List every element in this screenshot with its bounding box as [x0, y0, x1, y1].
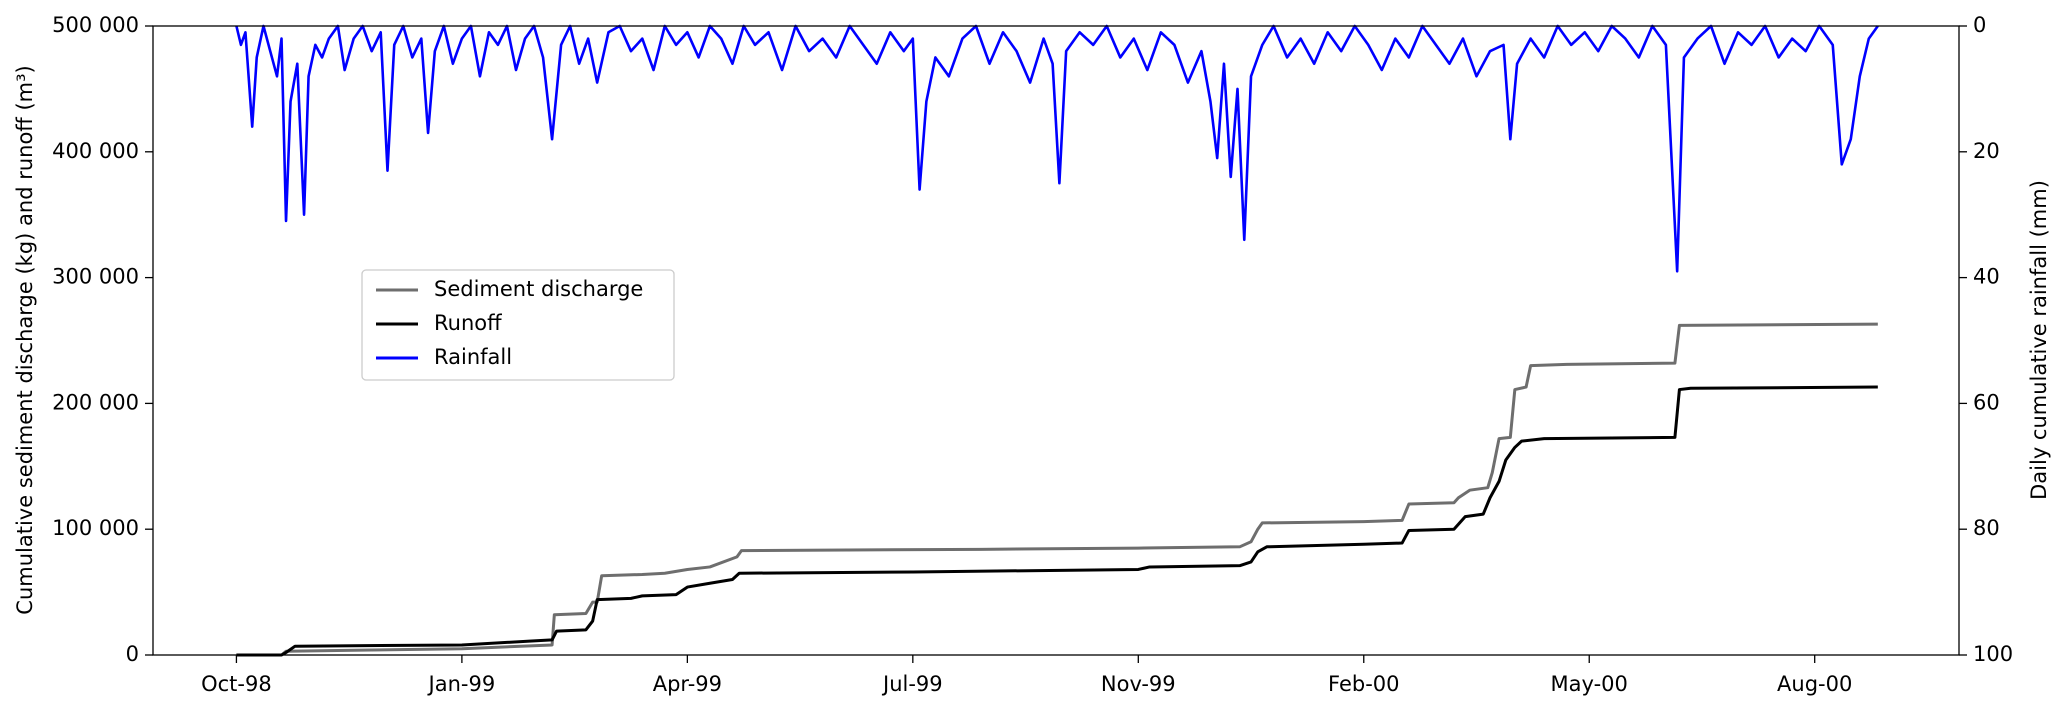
x-tick-label: Aug-00: [1777, 672, 1852, 696]
y2-tick-label: 60: [1973, 390, 2000, 414]
y-tick-label: 400 000: [52, 139, 139, 163]
legend-label: Rainfall: [434, 345, 512, 369]
x-tick-label: Oct-98: [201, 672, 272, 696]
legend-label: Runoff: [434, 311, 502, 335]
y2-axis-label: Daily cumulative rainfall (mm): [2027, 180, 2051, 500]
y2-tick-label: 0: [1973, 13, 1986, 37]
y2-tick-label: 100: [1973, 642, 2013, 666]
x-tick-label: Apr-99: [653, 672, 722, 696]
x-tick-label: Jul-99: [881, 672, 943, 696]
plot-frame: [152, 25, 1960, 656]
y-tick-label: 100 000: [52, 516, 139, 540]
y-tick-label: 0: [126, 642, 139, 666]
y-tick-label: 300 000: [52, 265, 139, 289]
y-axis-label: Cumulative sediment discharge (kg) and r…: [13, 65, 37, 614]
y2-tick-label: 20: [1973, 139, 2000, 163]
y-tick-label: 200 000: [52, 390, 139, 414]
x-tick-label: Nov-99: [1101, 672, 1176, 696]
series-line: [236, 322, 1878, 657]
series-line: [235, 24, 1879, 273]
legend-box: [361, 269, 675, 381]
x-tick-label: Feb-00: [1328, 672, 1399, 696]
legend-label: Sediment discharge: [434, 277, 643, 301]
y2-tick-label: 40: [1973, 265, 2000, 289]
series-line: [236, 385, 1878, 657]
y-tick-label: 500 000: [52, 13, 139, 37]
x-tick-label: May-00: [1551, 672, 1628, 696]
x-tick-label: Jan-99: [427, 672, 496, 696]
y2-tick-label: 80: [1973, 516, 2000, 540]
